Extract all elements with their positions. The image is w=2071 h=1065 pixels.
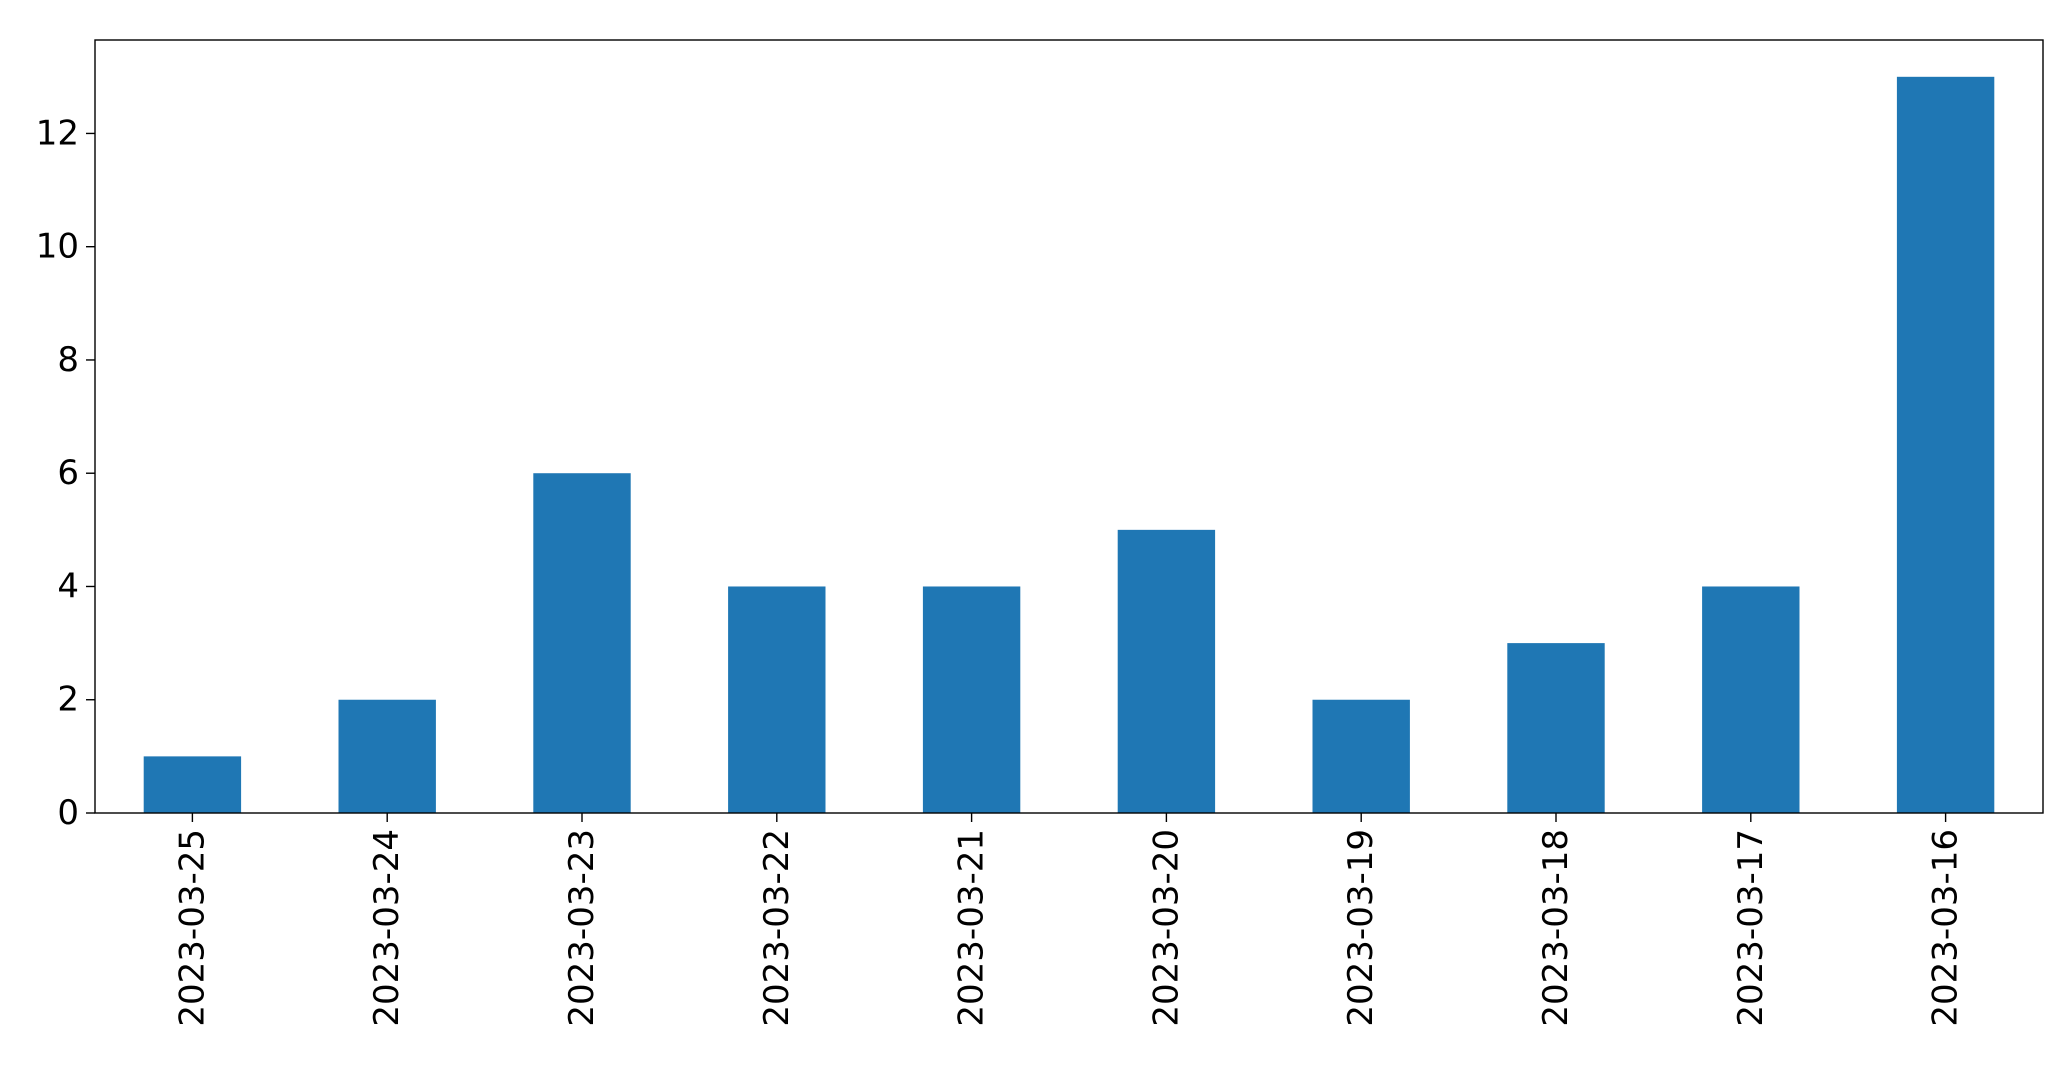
y-tick-label: 8 (57, 340, 79, 380)
bar-2023-03-18 (1507, 643, 1605, 813)
plot-frame (94, 39, 2044, 814)
y-tick-label: 4 (57, 566, 79, 606)
y-tick-label: 2 (57, 680, 79, 720)
bar-2023-03-23 (533, 473, 631, 813)
bar-2023-03-22 (728, 586, 826, 813)
bar-2023-03-20 (1117, 529, 1216, 813)
x-tick-label: 2023-03-20 (1146, 829, 1186, 1027)
x-tick-label: 2023-03-16 (1926, 829, 1966, 1027)
bar-2023-03-16 (1896, 76, 1995, 814)
y-tick-label: 12 (36, 113, 79, 153)
y-tick-label: 0 (57, 793, 79, 833)
x-tick-label: 2023-03-19 (1341, 829, 1381, 1027)
bars-group (143, 76, 1995, 814)
x-tick-label: 2023-03-23 (562, 829, 602, 1027)
x-tick-label: 2023-03-25 (172, 829, 212, 1027)
x-tick-label: 2023-03-18 (1536, 829, 1576, 1027)
x-tick-label: 2023-03-22 (757, 829, 797, 1027)
bar-2023-03-21 (922, 586, 1021, 813)
x-axis: 2023-03-25 2023-03-24 2023-03-23 2023-03-22… (172, 813, 1966, 1027)
y-tick-label: 10 (36, 227, 79, 267)
x-tick-label: 2023-03-21 (952, 829, 992, 1027)
y-tick-label: 6 (57, 453, 79, 493)
bar-2023-03-17 (1702, 586, 1800, 813)
x-tick-label: 2023-03-24 (367, 829, 407, 1027)
x-tick-label: 2023-03-17 (1731, 829, 1771, 1027)
bar-2023-03-25 (143, 756, 242, 813)
bar-2023-03-19 (1312, 699, 1410, 813)
bar-2023-03-24 (338, 699, 436, 813)
y-axis: 0 2 4 6 8 10 12 (36, 113, 95, 833)
